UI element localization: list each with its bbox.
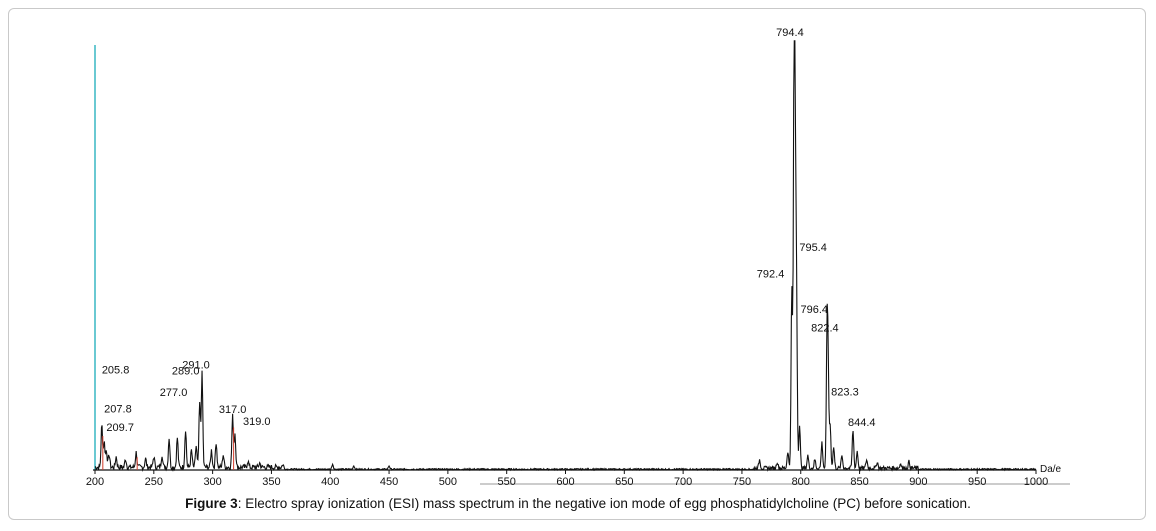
peak-label: 317.0: [219, 404, 247, 416]
peak-label: 794.4: [776, 27, 804, 39]
x-tick-label: 400: [321, 476, 339, 488]
peak-label: 291.0: [182, 360, 210, 372]
x-tick-label: 300: [203, 476, 221, 488]
x-tick-label: 450: [380, 476, 398, 488]
x-tick-label: 200: [86, 476, 104, 488]
peak-label: 795.4: [799, 242, 827, 254]
peak-label: 822.4: [811, 322, 839, 334]
x-tick-label: 750: [733, 476, 751, 488]
peak-label: 796.4: [801, 304, 829, 316]
caption-text: : Electro spray ionization (ESI) mass sp…: [237, 496, 971, 511]
x-tick-label: 650: [615, 476, 633, 488]
peak-label: 319.0: [243, 416, 271, 428]
peak-label: 823.3: [831, 387, 859, 399]
x-tick-label: 350: [262, 476, 280, 488]
peak-label: 205.8: [102, 365, 130, 377]
mass-spectrum-chart: 200 250 300 350 400 450 500 550 600 650 700 750 800 8…: [86, 27, 1070, 488]
peak-label: 209.7: [106, 422, 134, 434]
x-axis-unit-label: Da/e: [1040, 464, 1062, 475]
x-tick-label: 850: [850, 476, 868, 488]
peak-label: 792.4: [757, 269, 785, 281]
figure-frame: [8, 8, 1146, 520]
x-tick-label: 1000: [1024, 476, 1048, 488]
x-tick-label: 550: [498, 476, 516, 488]
x-tick-label: 900: [909, 476, 927, 488]
x-tick-label: 250: [145, 476, 163, 488]
chart-axes: [93, 45, 1070, 485]
x-tick-label: 800: [792, 476, 810, 488]
x-tick-label: 500: [439, 476, 457, 488]
spectrum-line: [94, 40, 1037, 472]
peak-label: 289.0: [172, 365, 200, 377]
figure-label: Figure 3: [185, 496, 238, 511]
x-tick-label: 950: [968, 476, 986, 488]
peak-label: 277.0: [160, 387, 188, 399]
spectrum-trace: [94, 40, 1037, 472]
x-tick-label: 600: [556, 476, 574, 488]
figure-caption: Figure 3: Electro spray ionization (ESI)…: [0, 496, 1156, 511]
peak-label: 844.4: [848, 417, 876, 429]
peak-label: 207.8: [104, 404, 132, 416]
x-tick-label: 700: [674, 476, 692, 488]
x-axis-ticks: 200 250 300 350 400 450 500 550 600 650 700 750 800 8…: [86, 464, 1062, 488]
